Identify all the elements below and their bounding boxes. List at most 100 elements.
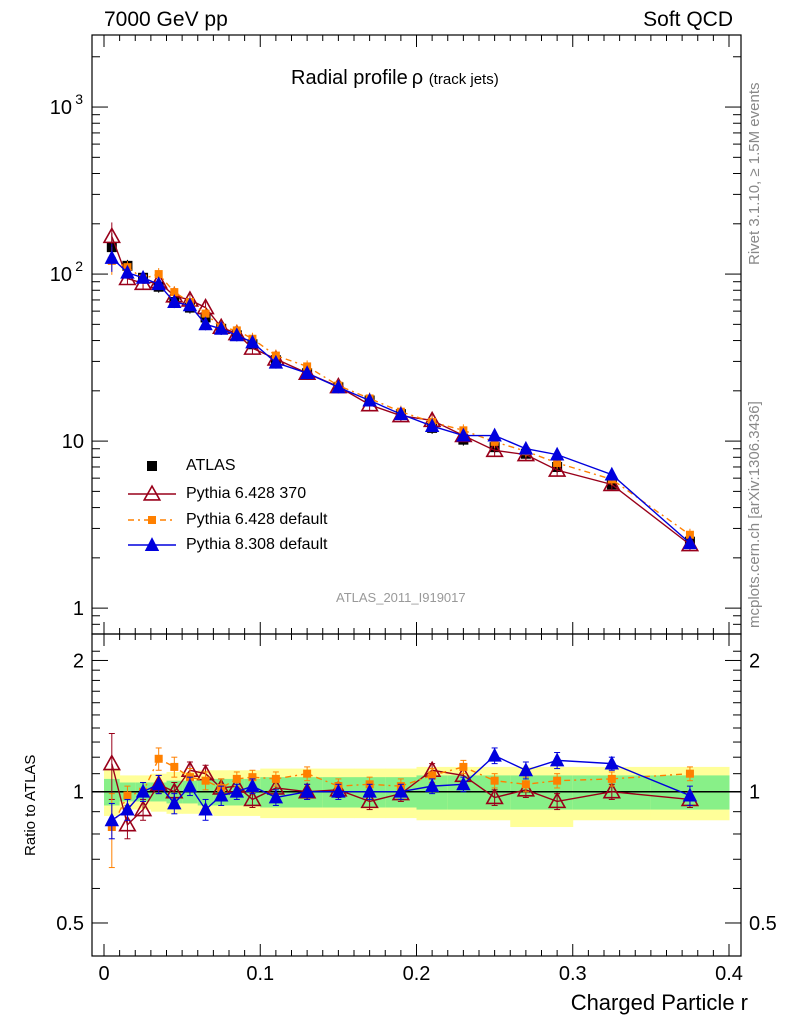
analysis-label: ATLAS_2011_I919017	[336, 590, 466, 605]
chart-title: Radial profile ρ (track jets)	[291, 67, 499, 90]
data-point-mc	[682, 535, 698, 550]
legend-marker	[148, 516, 156, 524]
ratio-y-tick-label: 1	[73, 782, 84, 804]
data-point-mc	[602, 474, 621, 492]
data-point-mc	[104, 249, 120, 264]
ratio-data-point	[104, 812, 120, 827]
source-label: mcplots.cern.ch [arXiv:1306.3436]	[746, 401, 763, 628]
data-point-mc	[299, 365, 315, 380]
data-point-mc	[151, 276, 166, 291]
legend-label-atlas: ATLAS	[186, 457, 236, 474]
data-point-mc	[229, 327, 245, 342]
y-axis-title-ratio: Ratio to ATLAS	[22, 754, 39, 856]
ratio-data-point	[331, 783, 346, 798]
ratio-data-point	[151, 776, 166, 791]
legend-marker	[142, 484, 162, 501]
ratio-series-line	[111, 763, 691, 827]
data-point-mc	[604, 466, 620, 481]
data-point-mc	[393, 406, 409, 421]
ratio-data-point	[547, 791, 567, 809]
data-point-mc	[170, 288, 179, 297]
series-line	[111, 260, 691, 536]
ratio-y-tick-label-right: 0.5	[749, 913, 777, 935]
ratio-data-point	[428, 771, 437, 780]
ratio-data-point	[456, 776, 471, 791]
ratio-data-point	[198, 801, 213, 816]
ratio-data-point	[604, 755, 620, 770]
ratio-data-point	[303, 769, 312, 778]
data-point-mc	[487, 427, 502, 442]
ratio-data-point	[490, 776, 499, 785]
category-label: Soft QCD	[643, 8, 733, 31]
y-tick-label-exponent: 3	[75, 91, 83, 107]
x-axis-title: Charged Particle r	[570, 990, 748, 1015]
ratio-data-point	[487, 747, 502, 762]
data-point-mc	[362, 392, 377, 407]
data-point-mc	[518, 440, 534, 455]
legend-marker	[147, 461, 157, 471]
ratio-y-tick-label: 2	[73, 650, 84, 672]
energy-label: 7000 GeV pp	[104, 8, 228, 31]
ratio-data-point	[549, 752, 565, 767]
ratio-data-point	[243, 789, 262, 807]
ratio-data-point	[602, 782, 621, 799]
ratio-data-point	[518, 762, 534, 777]
ratio-data-point	[268, 789, 284, 804]
chart-title-symbol: ρ	[411, 67, 424, 89]
y-tick-label: 1	[73, 598, 84, 620]
y-tick-label-exponent: 2	[75, 258, 83, 274]
data-point-mc	[135, 269, 151, 284]
ratio-data-point	[362, 783, 377, 798]
ratio-data-point	[485, 787, 504, 805]
x-tick-label: 0.2	[403, 963, 431, 985]
ratio-data-point	[120, 801, 135, 816]
ratio-series-line	[111, 757, 690, 828]
ratio-data-point	[133, 800, 153, 817]
data-point-mc	[120, 264, 135, 279]
data-point-mc	[547, 460, 567, 477]
legend-label-pythia8-default: Pythia 8.308 default	[186, 536, 328, 553]
data-point-mc	[553, 458, 562, 467]
ratio-data-point	[229, 783, 245, 798]
ratio-data-point	[299, 783, 315, 798]
data-point-mc	[331, 379, 346, 394]
ratio-data-point	[167, 795, 182, 810]
data-point-mc	[549, 446, 565, 461]
ratio-data-point	[154, 754, 163, 763]
data-point-mc	[490, 437, 499, 446]
legend-label-pythia6-default: Pythia 6.428 default	[186, 511, 328, 528]
ratio-data-point	[213, 787, 229, 802]
x-tick-label: 0.1	[246, 963, 274, 985]
ratio-data-point	[170, 762, 179, 771]
data-point-mc	[485, 440, 504, 458]
ratio-data-point	[360, 791, 379, 809]
chart-title-main: Radial profile	[291, 67, 408, 89]
y-tick-label: 10	[62, 431, 84, 453]
data-point-mc	[424, 418, 440, 433]
ratio-data-point	[102, 754, 121, 771]
series-line	[111, 236, 691, 546]
ratio-data-point	[521, 780, 530, 789]
data-point-mc	[213, 320, 229, 335]
data-point-mc	[268, 354, 284, 369]
data-point-mc	[154, 270, 163, 279]
ratio-series-line	[111, 754, 691, 821]
y-tick-label: 10	[50, 264, 72, 286]
ratio-data-point	[245, 778, 260, 793]
chart-title-sub: (track jets)	[428, 71, 499, 88]
legend-label-pythia6-370: Pythia 6.428 370	[186, 485, 307, 502]
ratio-y-tick-label: 0.5	[56, 913, 84, 935]
rivet-version-label: Rivet 3.1.10, ≥ 1.5M events	[746, 82, 763, 266]
ratio-data-point	[201, 776, 210, 785]
data-point-mc	[167, 294, 182, 308]
x-tick-label: 0	[98, 963, 109, 985]
ratio-data-point	[516, 780, 536, 797]
ratio-y-tick-label-right: 2	[749, 650, 760, 672]
ratio-data-point	[459, 762, 468, 771]
y-tick-label: 10	[50, 97, 72, 119]
ratio-data-point	[682, 787, 698, 802]
data-point-mc	[456, 427, 471, 442]
data-point-mc	[198, 316, 213, 331]
ratio-data-point	[135, 783, 151, 798]
